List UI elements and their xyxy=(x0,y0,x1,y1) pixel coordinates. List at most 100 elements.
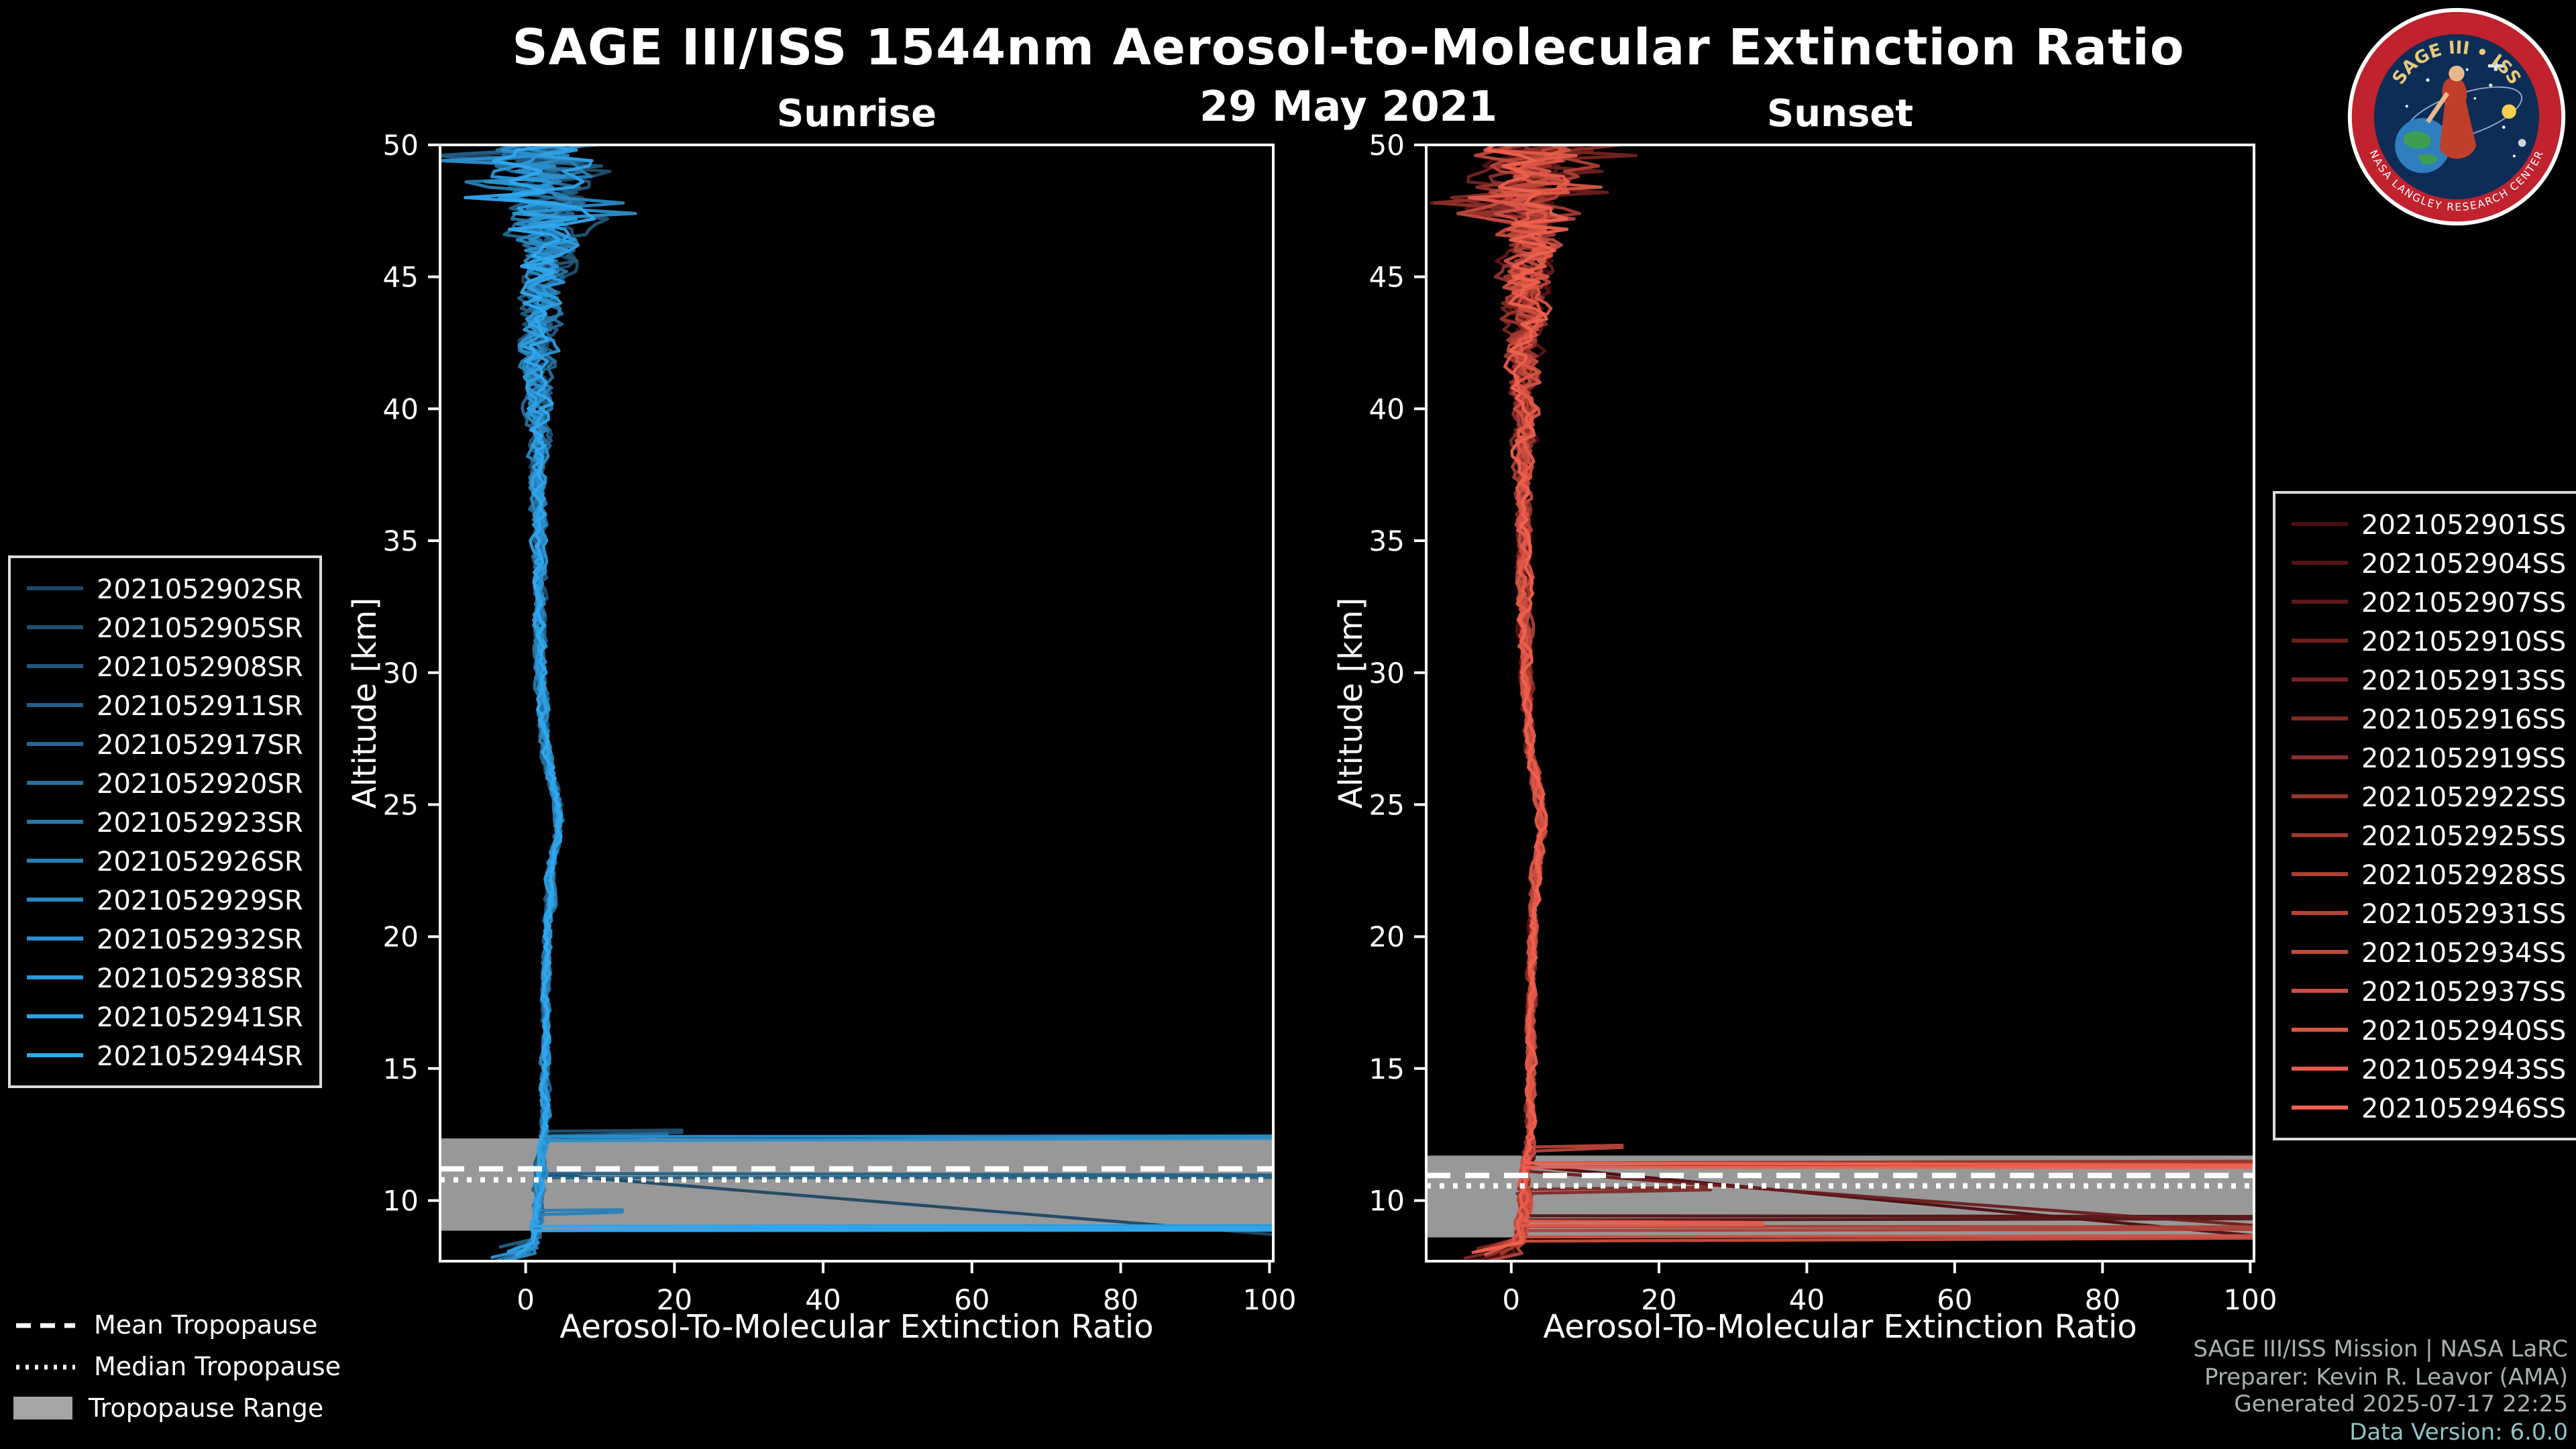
legend-line-swatch xyxy=(27,859,83,863)
legend-item: 2021052934SS xyxy=(2292,932,2566,971)
logo-moon xyxy=(2518,139,2526,147)
sunset-legend: 2021052901SS 2021052904SS 2021052907SS 2021… xyxy=(2273,491,2576,1140)
legend-item: 2021052925SS xyxy=(2292,816,2566,855)
sunrise-panel-title: Sunrise xyxy=(776,91,937,136)
legend-item: 2021052943SS xyxy=(2292,1049,2566,1088)
legend-line-swatch xyxy=(27,586,83,590)
mean-tropopause-legend-item: Mean Tropopause xyxy=(13,1304,341,1346)
legend-label: 2021052938SR xyxy=(97,961,303,994)
footer-preparer: Preparer: Kevin R. Leavor (AMA) xyxy=(2204,1364,2568,1391)
legend-label: 2021052929SR xyxy=(97,883,303,916)
legend-line-swatch xyxy=(27,625,83,629)
sunrise-x-tick-label: 20 xyxy=(657,1283,692,1316)
legend-label: 2021052922SS xyxy=(2361,780,2567,812)
legend-line-swatch xyxy=(27,703,83,707)
legend-item: 2021052926SR xyxy=(27,841,303,880)
legend-line-swatch xyxy=(2292,1028,2348,1032)
legend-line-swatch xyxy=(2292,872,2348,876)
sunrise-x-axis-label: Aerosol-To-Molecular Extinction Ratio xyxy=(559,1308,1154,1346)
legend-label: 2021052919SS xyxy=(2361,741,2567,773)
sunset-y-tick-label: 10 xyxy=(1369,1185,1405,1218)
sunset-y-tick-label: 35 xyxy=(1369,525,1405,557)
legend-item: 2021052920SR xyxy=(27,763,303,802)
legend-label: 2021052943SS xyxy=(2361,1053,2567,1085)
date-label: 29 May 2021 xyxy=(1199,83,1498,131)
footer-data-version: Data Version: 6.0.0 xyxy=(2349,1419,2568,1446)
sunrise-x-tick-label: 40 xyxy=(805,1283,841,1316)
legend-item: 2021052917SR xyxy=(27,724,303,763)
legend-label: 2021052937SS xyxy=(2361,975,2567,1007)
legend-label: 2021052913SS xyxy=(2361,663,2567,696)
legend-line-swatch xyxy=(27,742,83,746)
legend-item: 2021052944SR xyxy=(27,1036,303,1075)
legend-item: 2021052901SS xyxy=(2292,504,2566,543)
sage-iii-iss-logo: SAGE III • ISS NASA LANGLEY RESEARCH CEN… xyxy=(2347,7,2566,226)
legend-label: 2021052946SS xyxy=(2361,1091,2567,1124)
sunrise-legend: 2021052902SR 2021052905SR 2021052908SR 2021… xyxy=(8,555,322,1088)
tropopause-legend: Mean Tropopause Median Tropopause Tropop… xyxy=(13,1304,341,1429)
legend-label: 2021052923SR xyxy=(97,806,303,838)
legend-line-swatch xyxy=(2292,950,2348,954)
legend-item: 2021052916SS xyxy=(2292,699,2566,738)
sunset-x-tick-label: 60 xyxy=(1937,1283,1972,1316)
legend-label: 2021052905SR xyxy=(97,611,303,643)
legend-label: 2021052916SS xyxy=(2361,702,2567,735)
legend-label: 2021052940SS xyxy=(2361,1014,2567,1046)
legend-label: 2021052926SR xyxy=(97,845,303,877)
sunrise-y-tick-label: 10 xyxy=(383,1185,419,1218)
sunrise-x-tick-label: 80 xyxy=(1103,1283,1138,1316)
footer-credits: SAGE III/ISS Mission | NASA LaRC Prepare… xyxy=(1878,1336,2568,1446)
sunset-x-tick-label: 80 xyxy=(2084,1283,2120,1316)
legend-line-swatch xyxy=(27,898,83,902)
legend-line-swatch xyxy=(2292,1067,2348,1071)
legend-item: 2021052922SS xyxy=(2292,777,2566,816)
legend-line-swatch xyxy=(2292,639,2348,643)
legend-item: 2021052908SR xyxy=(27,647,303,686)
sunset-x-tick-label: 20 xyxy=(1641,1283,1676,1316)
legend-label: 2021052931SS xyxy=(2361,897,2567,929)
sunrise-y-tick-label: 50 xyxy=(383,129,419,162)
sunset-x-tick-label: 40 xyxy=(1789,1283,1825,1316)
sunset-y-tick-label: 40 xyxy=(1369,392,1405,425)
legend-item: 2021052941SR xyxy=(27,997,303,1036)
tropopause-range-legend-item: Tropopause Range xyxy=(13,1387,341,1429)
sunrise-tropopause-range-band xyxy=(440,1138,1273,1231)
legend-item: 2021052932SR xyxy=(27,919,303,958)
legend-item: 2021052946SS xyxy=(2292,1088,2566,1127)
sunrise-x-tick-label: 100 xyxy=(1242,1283,1296,1316)
legend-label: 2021052901SS xyxy=(2361,508,2567,540)
sunset-y-tick-label: 20 xyxy=(1369,920,1405,953)
median-tropopause-legend-item: Median Tropopause xyxy=(13,1346,341,1387)
page-title: SAGE III/ISS 1544nm Aerosol-to-Molecular… xyxy=(512,19,2185,76)
legend-label: 2021052941SR xyxy=(97,1000,303,1032)
sunrise-y-axis-label: Altitude [km] xyxy=(346,597,384,809)
sunset-plot-border xyxy=(1425,144,2255,1263)
sunrise-y-tick-label: 45 xyxy=(383,261,419,294)
legend-item: 2021052902SR xyxy=(27,569,303,608)
legend-line-swatch xyxy=(2292,833,2348,837)
legend-line-swatch xyxy=(27,664,83,668)
legend-label: 2021052920SR xyxy=(97,767,303,799)
legend-line-swatch xyxy=(2292,911,2348,915)
sunrise-y-tick-label: 25 xyxy=(383,788,419,821)
legend-label: 2021052911SR xyxy=(97,689,303,721)
logo-iss xyxy=(2487,60,2504,71)
sunset-panel-title: Sunset xyxy=(1766,91,1914,136)
sunset-y-tick-label: 50 xyxy=(1369,129,1405,162)
sunrise-x-tick-label: 60 xyxy=(954,1283,989,1316)
legend-label: 2021052932SR xyxy=(97,922,303,955)
sunset-x-tick-label: 100 xyxy=(2223,1283,2277,1316)
legend-item: 2021052905SR xyxy=(27,608,303,647)
legend-line-swatch xyxy=(2292,1106,2348,1110)
sunset-y-axis-label: Altitude [km] xyxy=(1332,597,1370,809)
sunrise-plot-border xyxy=(439,144,1275,1263)
logo-sun xyxy=(2502,104,2516,119)
sunrise-x-tick-label: 0 xyxy=(517,1283,535,1316)
legend-item: 2021052907SS xyxy=(2292,582,2566,621)
legend-line-swatch xyxy=(2292,678,2348,682)
legend-line-swatch xyxy=(27,781,83,785)
tropopause-range-label: Tropopause Range xyxy=(89,1393,324,1423)
footer-mission: SAGE III/ISS Mission | NASA LaRC xyxy=(2193,1336,2568,1363)
